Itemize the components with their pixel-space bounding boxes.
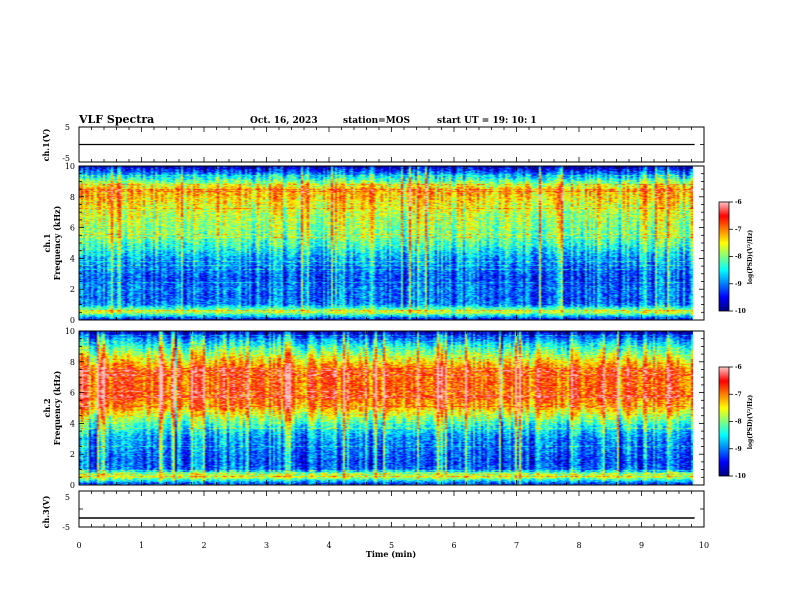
colorbar-tick-label: -8 bbox=[735, 419, 742, 426]
ch2-spectrogram-image bbox=[79, 331, 693, 485]
ch1-spectrogram-panel: 0 2 4 6 8 10 ch.1 Frequency (kHz) bbox=[42, 162, 705, 325]
ch1-ytick-neg5: -5 bbox=[62, 154, 70, 163]
date-label: Oct. 16, 2023 bbox=[250, 116, 318, 126]
ch2-colorbar-label: log(PSD)(V²/Hz) bbox=[747, 395, 754, 450]
ch1-voltage-panel: 5 -5 ch.1(V) bbox=[41, 123, 705, 163]
ch1-ytick-5: 5 bbox=[65, 123, 70, 132]
freq-tick-label: 10 bbox=[65, 162, 75, 171]
x-tick-label: 5 bbox=[389, 541, 394, 550]
colorbar-tick-label: -7 bbox=[735, 226, 742, 233]
freq-tick-label: 4 bbox=[70, 254, 75, 263]
colorbar-tick-label: -7 bbox=[735, 391, 742, 398]
freq-tick-label: 0 bbox=[70, 316, 75, 325]
ch1-voltage-ticks bbox=[79, 126, 704, 163]
ch1-channel-label: ch.1 bbox=[42, 233, 52, 252]
x-tick-label: 2 bbox=[201, 541, 206, 550]
x-tick-label: 7 bbox=[514, 541, 519, 550]
freq-tick-label: 8 bbox=[70, 358, 75, 367]
x-tick-label: 0 bbox=[76, 541, 81, 550]
ch1-frequency-ylabel: Frequency (kHz) bbox=[52, 205, 62, 280]
ch3-voltage-panel: 5 -5 ch.3(V) bbox=[41, 490, 705, 532]
ch3-voltage-ticks bbox=[79, 490, 704, 528]
colorbar-tick-label: -10 bbox=[735, 308, 746, 315]
freq-tick-label: 6 bbox=[70, 224, 75, 233]
x-tick-label: 3 bbox=[264, 541, 269, 550]
x-tick-label: 4 bbox=[326, 541, 331, 550]
ch1-colorbar: -6 -7 -8 -9 -10 log(PSD)(V²/Hz) bbox=[718, 199, 754, 315]
start-time-label: start UT = 19: 10: 1 bbox=[437, 116, 537, 126]
freq-tick-label: 2 bbox=[70, 450, 75, 459]
colorbar-tick-label: -9 bbox=[735, 281, 742, 288]
ch2-colorbar-ticks: -6 -7 -8 -9 -10 bbox=[729, 364, 746, 480]
station-label: station=MOS bbox=[343, 116, 410, 126]
colorbar-tick-label: -10 bbox=[735, 473, 746, 480]
ch3-ytick-5: 5 bbox=[65, 493, 70, 502]
ch2-freq-ticks: 0 2 4 6 8 10 bbox=[65, 327, 704, 490]
ch2-spectrogram-panel: 0 2 4 6 8 10 ch.2 Frequency (kHz) bbox=[42, 327, 705, 490]
ch1-spectrogram-image bbox=[79, 166, 693, 320]
freq-tick-label: 4 bbox=[70, 419, 75, 428]
freq-tick-label: 8 bbox=[70, 193, 75, 202]
figure-title: VLF Spectra bbox=[78, 113, 154, 126]
ch1-colorbar-ticks: -6 -7 -8 -9 -10 bbox=[729, 199, 746, 315]
freq-tick-label: 2 bbox=[70, 285, 75, 294]
ch2-frequency-ylabel: Frequency (kHz) bbox=[52, 370, 62, 445]
ch1-colorbar-gradient bbox=[719, 202, 729, 311]
ch1-freq-ticks: 0 2 4 6 8 10 bbox=[65, 162, 704, 325]
ch2-channel-label: ch.2 bbox=[42, 398, 52, 417]
time-axis-ticks: 0 1 2 3 4 5 6 7 8 9 10 bbox=[76, 127, 709, 550]
colorbar-tick-label: -6 bbox=[735, 199, 742, 206]
x-tick-label: 8 bbox=[576, 541, 581, 550]
ch1-colorbar-label: log(PSD)(V²/Hz) bbox=[747, 230, 754, 285]
freq-tick-label: 6 bbox=[70, 389, 75, 398]
colorbar-tick-label: -6 bbox=[735, 364, 742, 371]
x-tick-label: 9 bbox=[639, 541, 644, 550]
freq-tick-label: 0 bbox=[70, 481, 75, 490]
colorbar-tick-label: -9 bbox=[735, 446, 742, 453]
ch3-voltage-ylabel: ch.3(V) bbox=[41, 495, 51, 528]
ch3-voltage-frame bbox=[78, 490, 705, 528]
time-axis-label: Time (min) bbox=[366, 549, 416, 559]
ch1-voltage-ylabel: ch.1(V) bbox=[41, 128, 51, 161]
freq-tick-label: 10 bbox=[65, 327, 75, 336]
x-tick-label: 1 bbox=[139, 541, 144, 550]
ch2-colorbar-gradient bbox=[719, 367, 729, 476]
colorbar-tick-label: -8 bbox=[735, 254, 742, 261]
ch3-ytick-neg5: -5 bbox=[62, 523, 70, 532]
x-tick-label: 6 bbox=[451, 541, 456, 550]
ch2-colorbar: -6 -7 -8 -9 -10 log(PSD)(V²/Hz) bbox=[718, 364, 754, 480]
x-tick-label: 10 bbox=[699, 541, 709, 550]
